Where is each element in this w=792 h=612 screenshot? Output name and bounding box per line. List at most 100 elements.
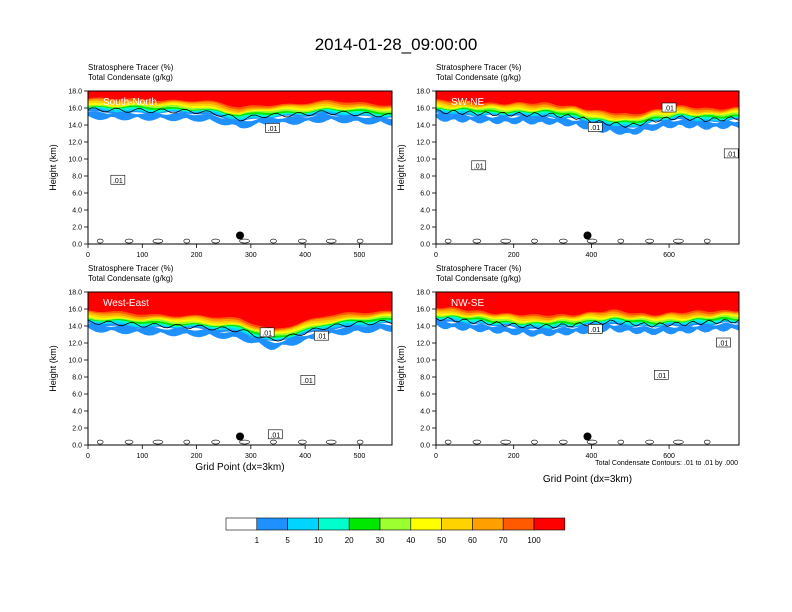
y-tick-label: 0.0 [72,242,82,249]
x-tick-label: 600 [663,453,675,460]
y-tick-label: 10.0 [68,358,82,365]
contour-label-box [587,122,603,132]
condensate-contour-small [211,439,220,445]
figure-title: 2014-01-28_09:00:00 [315,35,478,54]
condensate-contour-small [472,439,482,445]
colorbar-swatch [318,517,350,531]
condensate-contour-small [183,439,191,445]
condensate-contour-small [703,439,711,445]
condensate-contour-small [356,439,364,445]
colorbar-label: 5 [285,536,290,545]
contour-label-text: .01 [474,163,484,170]
condensate-contour [88,319,392,342]
x-tick-label: 200 [191,453,203,460]
colorbar-swatch [379,517,412,531]
condensate-contour-small [270,439,277,445]
condensate-contour-small [531,439,538,445]
y-tick-label: 12.0 [68,140,82,147]
contour-label: .01 [314,330,329,341]
panel-header-condensate: Total Condensate (g/kg) [436,73,521,82]
y-tick-label: 8.0 [72,174,82,181]
condensate-contour-small [124,238,134,244]
plot-frame [435,90,740,245]
contour-label-text: .01 [113,178,123,185]
tracer-band-lowest [88,323,392,350]
contour-label-text: .01 [726,151,736,158]
location-marker [236,432,244,441]
contour-label-text: .01 [268,126,278,133]
y-tick-label: 6.0 [420,392,430,399]
contour-label: .01 [716,337,731,348]
condensate-contour-small [444,238,452,244]
contour-label-text: .01 [590,125,600,132]
y-tick-label: 16.0 [68,106,82,113]
condensate-contour-small [444,439,452,445]
panel-header-tracer: Stratosphere Tracer (%) [88,63,174,72]
x-tick-label: 400 [586,453,598,460]
contour-label-text: .01 [317,334,327,341]
condensate-contour-small [325,439,337,445]
tracer-band [88,91,392,108]
x-tick-label: 0 [86,252,90,259]
colorbar-swatch [502,517,535,531]
contour-label-box [471,160,487,171]
x-tick-label: 600 [663,252,675,259]
colorbar-label: 100 [527,536,541,545]
panel-name: SW-NE [451,97,484,108]
panel-header-condensate: Total Condensate (g/kg) [436,274,521,283]
condensate-contour-small [500,238,511,244]
x-tick-label: 400 [586,252,598,259]
y-tick-label: 14.0 [416,324,430,331]
contour-label: .01 [267,429,283,439]
contour-label-box [265,123,280,133]
y-axis-label: Height (km) [396,345,406,392]
contour-label: .01 [723,148,739,158]
contour-label-box [587,324,603,334]
contour-label-text: .01 [303,378,313,385]
y-tick-label: 2.0 [420,426,430,433]
condensate-contour-small [472,238,482,244]
footnote: Total Condensate Contours: .01 to .01 by… [595,460,738,467]
condensate-contour-small [239,439,250,445]
panel-name: NW-SE [451,298,484,309]
x-tick-label: 400 [299,453,311,460]
colorbar-label: 20 [345,536,354,545]
contour-label-box [661,102,677,113]
x-tick-label: 500 [354,252,366,259]
y-tick-label: 10.0 [416,157,430,164]
condensate-contour-small [558,238,568,244]
colorbar-swatch [441,517,473,531]
panel-header-condensate: Total Condensate (g/kg) [88,274,173,283]
contour-label-box [259,327,275,338]
condensate-contour-small [96,439,104,445]
condensate-contour-small [211,238,220,244]
y-tick-label: 14.0 [416,123,430,130]
y-tick-label: 16.0 [68,307,82,314]
location-marker [583,231,592,240]
y-axis-label: Height (km) [48,144,58,191]
condensate-contour-small [298,439,307,445]
y-axis-label: Height (km) [396,144,406,191]
condensate-contour-small [152,439,164,445]
tracer-field [88,292,392,445]
contour-label: .01 [110,174,126,185]
x-tick-label: 200 [508,453,520,460]
y-tick-label: 18.0 [68,89,82,96]
colorbar-swatch [472,517,504,531]
condensate-contour-small [673,439,684,445]
colorbar-swatch [410,517,442,531]
condensate-contour [436,109,739,128]
y-tick-label: 18.0 [416,89,430,96]
location-marker [583,432,592,441]
panel-header-tracer: Stratosphere Tracer (%) [436,264,522,273]
y-tick-label: 12.0 [416,341,430,348]
contour-label-text: .01 [664,106,674,113]
y-tick-label: 12.0 [68,341,82,348]
condensate-contour-small [617,439,625,445]
colorbar-label: 10 [314,536,323,545]
condensate-contour-small [531,238,538,244]
x-tick-label: 400 [299,252,311,259]
y-axis-label: Height (km) [48,345,58,392]
y-tick-label: 6.0 [72,191,82,198]
